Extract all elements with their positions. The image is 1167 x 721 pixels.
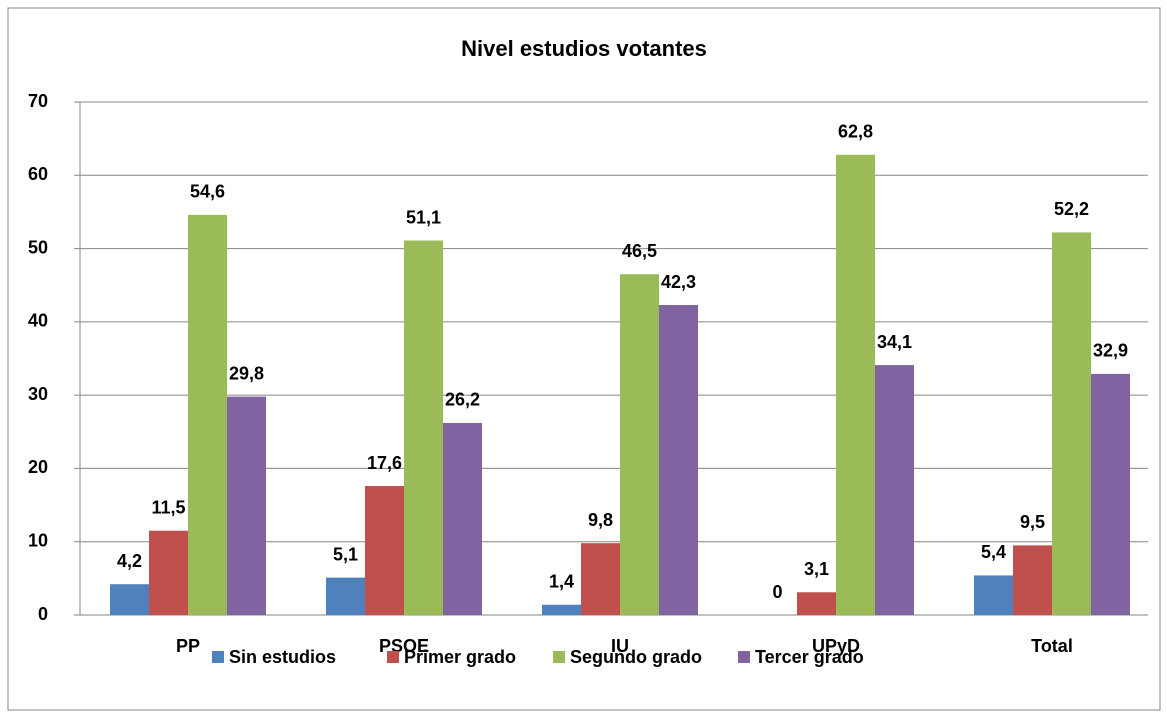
y-tick-label: 50 [28, 237, 48, 257]
bar [365, 486, 404, 615]
bar [443, 422, 482, 615]
x-tick-label: Total [1031, 636, 1073, 656]
x-tick-label: IU [611, 636, 629, 656]
bar [875, 365, 914, 615]
y-tick-label: 70 [28, 91, 48, 111]
y-tick-label: 30 [28, 384, 48, 404]
x-tick-label: UPyD [812, 636, 860, 656]
value-label: 5,1 [333, 544, 358, 564]
value-label: 9,8 [588, 510, 613, 530]
value-label: 42,3 [661, 272, 696, 292]
legend-label: Segundo grado [570, 647, 702, 667]
x-tick-label: PSOE [379, 636, 429, 656]
value-label: 9,5 [1020, 512, 1045, 532]
bar [974, 575, 1013, 615]
legend-swatch [387, 651, 399, 663]
value-label: 51,1 [406, 207, 441, 227]
bar [581, 543, 620, 615]
x-tick-label: PP [176, 636, 200, 656]
legend-swatch [738, 651, 750, 663]
bar [227, 396, 266, 615]
value-label: 29,8 [229, 363, 264, 383]
bar [1052, 232, 1091, 615]
legend-label: Sin estudios [229, 647, 336, 667]
value-label: 17,6 [367, 453, 402, 473]
bar [326, 577, 365, 615]
bar [1013, 545, 1052, 615]
value-label: 3,1 [804, 559, 829, 579]
bar [149, 530, 188, 615]
value-label: 1,4 [549, 571, 574, 591]
bar [659, 305, 698, 615]
value-label: 26,2 [445, 390, 480, 410]
value-label: 0 [772, 582, 782, 602]
bar [1091, 373, 1130, 615]
bar [188, 214, 227, 616]
y-tick-label: 20 [28, 457, 48, 477]
value-label: 46,5 [622, 241, 657, 261]
value-label: 5,4 [981, 542, 1006, 562]
y-tick-label: 60 [28, 164, 48, 184]
chart-title: Nivel estudios votantes [461, 36, 707, 61]
legend-swatch [212, 651, 224, 663]
value-label: 54,6 [190, 182, 225, 202]
value-label: 34,1 [877, 332, 912, 352]
bar [404, 240, 443, 615]
value-label: 32,9 [1093, 341, 1128, 361]
y-tick-label: 0 [38, 604, 48, 624]
value-label: 62,8 [838, 122, 873, 142]
legend-label: Primer grado [404, 647, 516, 667]
y-tick-label: 10 [28, 530, 48, 550]
legend-swatch [553, 651, 565, 663]
bar [542, 604, 581, 615]
y-tick-label: 40 [28, 311, 48, 331]
bar [836, 154, 875, 615]
bar [110, 584, 149, 615]
value-label: 11,5 [151, 497, 185, 517]
value-label: 4,2 [117, 551, 142, 571]
legend-label: Tercer grado [755, 647, 864, 667]
bar [620, 274, 659, 615]
bar [797, 592, 836, 615]
value-label: 52,2 [1054, 199, 1089, 219]
